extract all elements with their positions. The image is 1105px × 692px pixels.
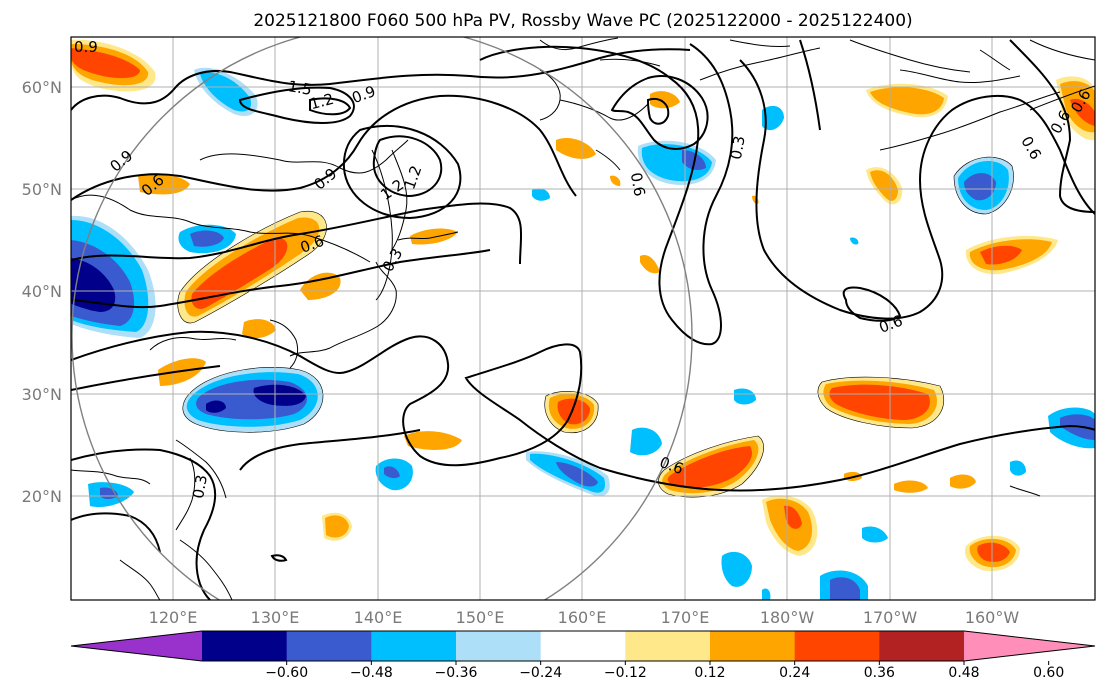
latitude-labels: 60°N 50°N 40°N 30°N 20°N (22, 78, 62, 506)
contour-label: 1.2 (308, 90, 336, 114)
colorbar-tick-label: 0.48 (948, 665, 979, 681)
coastlines (71, 37, 1095, 600)
colorbar-tick-label: −0.48 (350, 665, 393, 681)
colorbar-tick-label: 0.36 (864, 665, 895, 681)
colorbar-segment (794, 631, 880, 661)
lon-label: 170°E (661, 608, 710, 627)
colorbar-segment (625, 631, 711, 661)
lon-label: 140°E (354, 608, 403, 627)
map-frame (70, 36, 1096, 601)
contour-label: 0.9 (74, 38, 98, 56)
negative-anomaly-shading (71, 67, 1095, 600)
contour-label: 1.5 (287, 77, 314, 99)
longitude-labels: 120°E 130°E 140°E 150°E 160°E 170°E 180°… (149, 608, 1020, 627)
colorbar-segment (710, 631, 796, 661)
lon-label: 160°E (558, 608, 607, 627)
radius-circle (71, 37, 693, 600)
colorbar-outline (70, 630, 1096, 662)
colorbar-tick-label: −0.12 (604, 665, 647, 681)
colorbar-segment (371, 631, 457, 661)
contour-label: 0.3 (189, 473, 211, 500)
colorbar-extend-low (71, 631, 202, 661)
colorbar-extend-high (964, 631, 1095, 661)
lat-label: 20°N (22, 487, 62, 506)
colorbar-tick-label: −0.60 (265, 665, 308, 681)
lon-label: 170°W (863, 608, 918, 627)
colorbar-tick-label: 0.24 (779, 665, 810, 681)
colorbar-segment (540, 631, 626, 661)
lon-label: 160°W (965, 608, 1020, 627)
lat-label: 50°N (22, 180, 62, 199)
colorbar-tick-label: −0.24 (519, 665, 562, 681)
map-area: 0.9 1.5 1.2 0.9 0.9 0.6 0.9 1.2 0.6 0.3 … (71, 37, 1095, 600)
colorbar-tick-label: 0.60 (1033, 665, 1064, 681)
colorbar-segment (456, 631, 542, 661)
colorbar: −0.60 −0.48 −0.36 −0.24 −0.12 0.12 0.24 0.36 0.4… (70, 630, 1096, 681)
colorbar-tick-label: −0.36 (435, 665, 478, 681)
contour-label: 0.3 (727, 134, 749, 161)
lon-label: 150°E (456, 608, 505, 627)
lon-label: 180°W (760, 608, 815, 627)
colorbar-segment (286, 631, 372, 661)
map-title: 2025121800 F060 500 hPa PV, Rossby Wave … (253, 11, 912, 31)
contour-label: 0.6 (627, 171, 649, 198)
colorbar-tick-label: 0.12 (694, 665, 725, 681)
lon-label: 120°E (149, 608, 198, 627)
lon-label: 130°E (251, 608, 300, 627)
colorbar-segment (879, 631, 965, 661)
pv-contours (71, 39, 1095, 600)
lat-label: 40°N (22, 282, 62, 301)
colorbar-segment (202, 631, 288, 661)
lat-label: 60°N (22, 78, 62, 97)
lat-label: 30°N (22, 385, 62, 404)
